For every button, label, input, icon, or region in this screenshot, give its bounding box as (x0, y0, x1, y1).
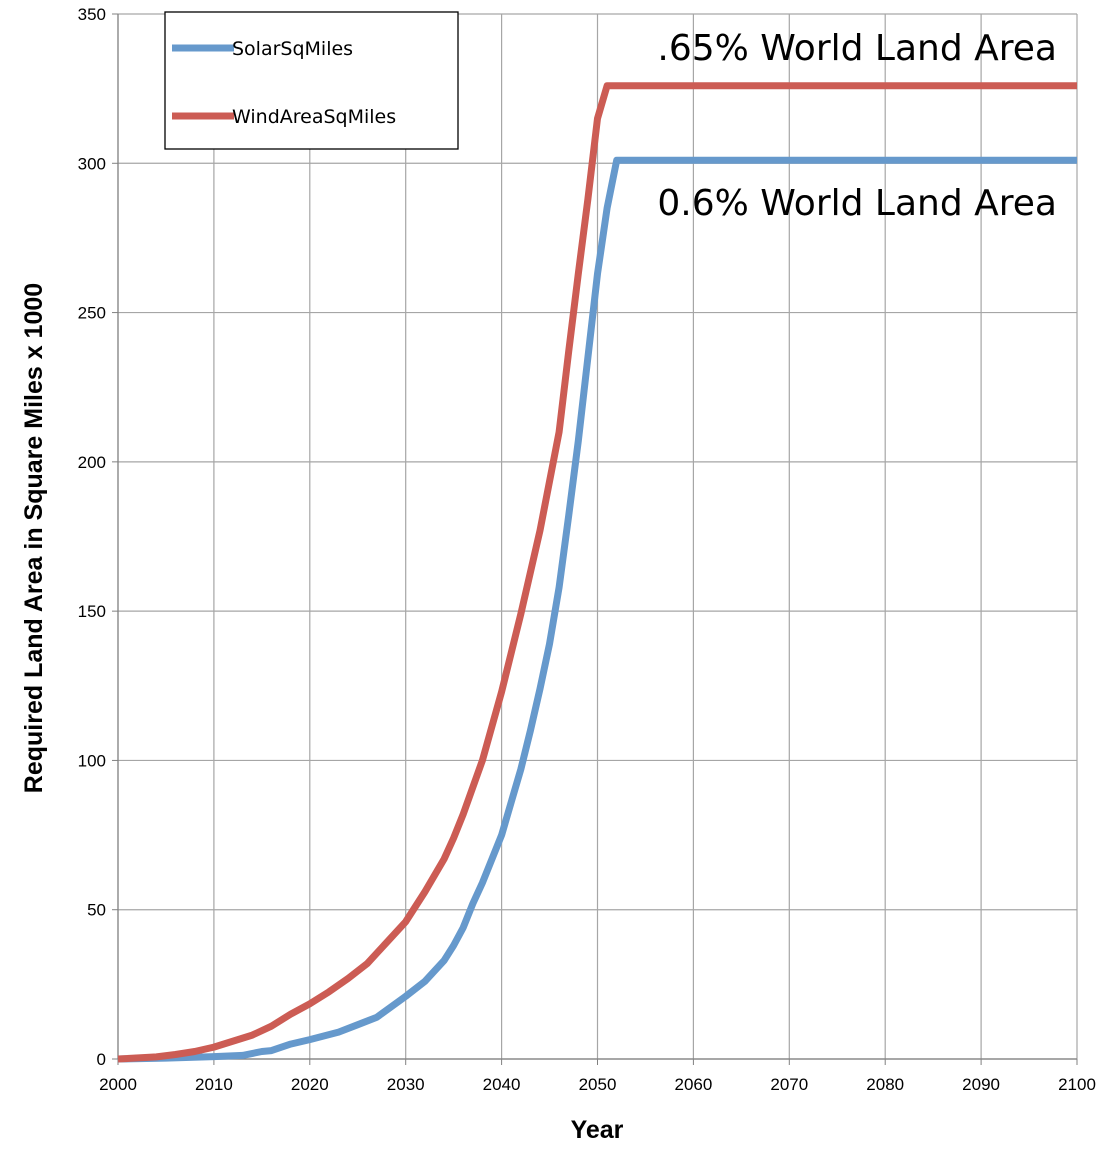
series-line-SolarSqMiles (117, 156, 1077, 1063)
x-tick-label: 2020 (291, 1075, 329, 1094)
x-tick-label: 2100 (1058, 1075, 1096, 1094)
y-tick-label: 50 (87, 901, 106, 920)
x-tick-label: 2080 (866, 1075, 904, 1094)
series-line-WindAreaSqMiles (117, 82, 1077, 1063)
x-axis-title: Year (571, 1116, 624, 1144)
y-axis-title: Required Land Area in Square Miles x 100… (20, 283, 48, 793)
gridlines (112, 13, 1078, 1065)
annotations: .65% World Land Area 0.6% World Land Area (657, 28, 1057, 224)
y-tick-label: 350 (78, 5, 106, 24)
tick-labels: 2000 2010 2020 2030 2040 2050 2060 2070 2080 2090… (78, 5, 1096, 1094)
x-tick-label: 2010 (195, 1075, 233, 1094)
legend-label: SolarSqMiles (232, 38, 353, 60)
y-tick-label: 200 (78, 453, 106, 472)
x-tick-label: 2000 (99, 1075, 137, 1094)
x-tick-label: 2090 (962, 1075, 1000, 1094)
legend-box (164, 11, 459, 150)
legend-label: WindAreaSqMiles (232, 106, 396, 128)
x-tick-label: 2040 (483, 1075, 521, 1094)
x-tick-label: 2050 (579, 1075, 617, 1094)
annotation-label: 0.6% World Land Area (657, 183, 1057, 224)
x-tick-label: 2070 (770, 1075, 808, 1094)
legend: SolarSqMiles WindAreaSqMiles (164, 11, 459, 150)
y-tick-label: 100 (78, 751, 106, 770)
y-tick-label: 300 (78, 154, 106, 173)
y-tick-label: 250 (78, 304, 106, 323)
series-lines (117, 82, 1077, 1063)
x-tick-label: 2030 (387, 1075, 425, 1094)
x-tick-label: 2060 (674, 1075, 712, 1094)
y-tick-label: 150 (78, 602, 106, 621)
annotation-label: .65% World Land Area (657, 28, 1057, 69)
y-tick-label: 0 (97, 1050, 106, 1069)
